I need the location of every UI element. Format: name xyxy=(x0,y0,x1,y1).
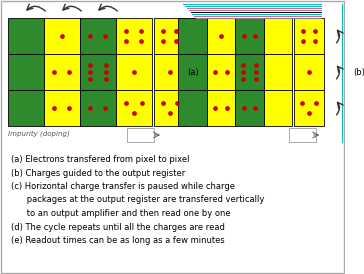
Bar xyxy=(44,54,80,90)
Bar xyxy=(154,54,186,90)
Bar xyxy=(264,54,292,90)
Bar xyxy=(235,18,264,54)
Bar xyxy=(80,54,116,90)
Bar xyxy=(207,18,235,54)
Text: to an output amplifier and then read one by one: to an output amplifier and then read one… xyxy=(11,209,231,218)
Bar xyxy=(8,90,44,126)
Bar xyxy=(294,18,324,54)
Bar xyxy=(235,54,264,90)
Bar xyxy=(44,18,80,54)
Bar xyxy=(264,90,292,126)
Text: (e) Readout times can be as long as a few minutes: (e) Readout times can be as long as a fe… xyxy=(11,236,225,245)
Bar xyxy=(264,18,292,54)
Bar xyxy=(80,90,116,126)
Bar xyxy=(80,18,116,54)
Bar xyxy=(178,18,207,54)
Bar xyxy=(207,54,235,90)
Bar xyxy=(127,128,154,142)
Bar xyxy=(116,18,152,54)
Text: Impurity (doping): Impurity (doping) xyxy=(8,130,69,137)
Bar xyxy=(8,54,44,90)
Text: (b) Charges guided to the output register: (b) Charges guided to the output registe… xyxy=(11,169,186,178)
Text: (a): (a) xyxy=(188,67,199,76)
Text: (c) Horizontal charge transfer is paused while charge: (c) Horizontal charge transfer is paused… xyxy=(11,182,236,191)
Bar xyxy=(294,54,324,90)
Bar xyxy=(116,90,152,126)
Bar xyxy=(294,90,324,126)
Text: packages at the output register are transfered vertically: packages at the output register are tran… xyxy=(11,196,265,204)
Text: (b): (b) xyxy=(354,67,364,76)
Bar xyxy=(154,90,186,126)
Text: (d) The cycle repeats until all the charges are read: (d) The cycle repeats until all the char… xyxy=(11,222,225,232)
Bar xyxy=(235,90,264,126)
Bar xyxy=(44,90,80,126)
Bar xyxy=(178,54,207,90)
Bar xyxy=(207,90,235,126)
Text: (a) Electrons transfered from pixel to pixel: (a) Electrons transfered from pixel to p… xyxy=(11,155,190,164)
Bar xyxy=(178,90,207,126)
Bar xyxy=(8,18,44,54)
Bar xyxy=(154,18,186,54)
Bar xyxy=(116,54,152,90)
Bar xyxy=(289,128,316,142)
